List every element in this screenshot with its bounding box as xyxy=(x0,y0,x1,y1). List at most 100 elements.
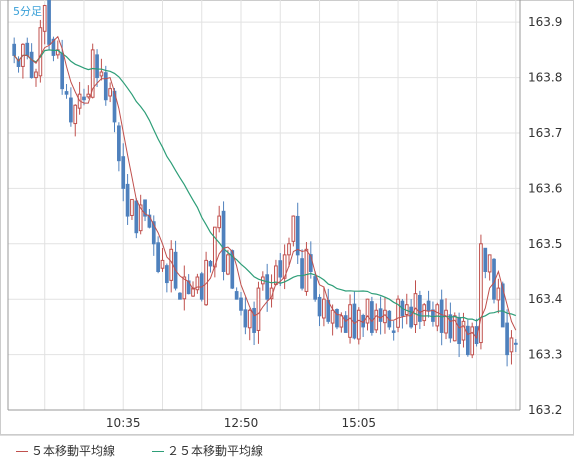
candle-body xyxy=(86,93,91,98)
y-tick-label: 163.9 xyxy=(528,15,562,29)
legend: ５本移動平均線 ２５本移動平均線 xyxy=(0,435,574,463)
candle-body xyxy=(82,96,86,101)
interval-label: 5分足 xyxy=(13,5,42,18)
candle-body xyxy=(409,306,413,328)
candle-body xyxy=(34,71,38,79)
candle-body xyxy=(479,243,483,344)
candle-body xyxy=(474,326,479,345)
legend-ma5-label: ５本移動平均線 xyxy=(31,444,116,458)
candle-body xyxy=(435,304,440,327)
legend-ma5: ５本移動平均線 xyxy=(16,442,115,459)
x-tick-label: 10:35 xyxy=(106,416,141,430)
candle-body xyxy=(448,314,453,339)
candle-body xyxy=(330,309,335,324)
candle-body xyxy=(234,291,239,300)
candle-body xyxy=(313,276,318,300)
candle-body xyxy=(505,322,509,356)
candle-body xyxy=(317,296,322,317)
candle-body xyxy=(64,91,69,95)
candle-body xyxy=(278,260,283,278)
candle-body xyxy=(117,125,121,162)
candle-body xyxy=(191,287,195,297)
candle-body xyxy=(226,254,230,275)
candle-body xyxy=(160,259,165,269)
candle-body xyxy=(391,330,396,333)
candle-body xyxy=(16,59,21,67)
candle-body xyxy=(452,315,457,342)
candle-body xyxy=(352,303,357,339)
candle-body xyxy=(265,274,270,300)
candle-body xyxy=(125,183,130,217)
candle-body xyxy=(426,300,431,311)
candle-body xyxy=(108,88,112,97)
candle-body xyxy=(169,248,174,281)
candle-body xyxy=(130,198,134,216)
candle-body xyxy=(513,342,518,345)
candle-body xyxy=(431,309,435,322)
candle-body xyxy=(465,325,470,356)
y-tick-label: 163.6 xyxy=(528,181,562,195)
y-tick-label: 163.7 xyxy=(528,126,562,140)
candle-body xyxy=(42,5,47,32)
candle-body xyxy=(356,309,361,340)
candle-body xyxy=(370,301,374,333)
candle-body xyxy=(239,297,243,311)
candle-body xyxy=(291,215,296,242)
candle-body xyxy=(365,298,370,324)
y-tick-label: 163.8 xyxy=(528,71,562,85)
candle-body xyxy=(99,71,104,77)
candle-body xyxy=(444,309,448,334)
candle-body xyxy=(151,221,156,245)
candle-body xyxy=(343,315,348,333)
candle-body xyxy=(178,292,182,300)
candle-body xyxy=(304,248,309,292)
candle-body xyxy=(247,309,252,329)
candle-body xyxy=(143,199,147,217)
candle-body xyxy=(374,309,379,331)
candle-body xyxy=(212,226,217,268)
legend-ma25: ２５本移動平均線 xyxy=(152,442,263,459)
candle-body xyxy=(95,54,99,79)
candle-body xyxy=(208,260,213,267)
candle-body xyxy=(500,283,505,328)
candle-body xyxy=(487,254,492,273)
candle-body xyxy=(348,304,352,338)
candle-body xyxy=(221,210,226,272)
y-tick-label: 163.4 xyxy=(528,292,562,306)
candle-body xyxy=(461,320,466,341)
candle-body xyxy=(121,156,126,189)
candle-body xyxy=(25,42,30,56)
candle-body xyxy=(195,276,200,291)
candle-body xyxy=(287,243,291,256)
candle-body xyxy=(256,287,261,331)
candle-body xyxy=(156,242,160,272)
candle-body xyxy=(29,51,34,79)
ma5-line xyxy=(13,35,517,340)
candle-body xyxy=(252,307,256,333)
candle-body xyxy=(496,287,501,301)
candle-body xyxy=(470,326,475,356)
candle-body xyxy=(396,298,400,328)
x-tick-label: 15:05 xyxy=(341,416,376,430)
candle-body xyxy=(182,276,187,300)
candle-body xyxy=(165,265,169,284)
x-tick-label: 12:50 xyxy=(224,416,259,430)
candle-body xyxy=(69,97,73,123)
candle-body xyxy=(509,337,514,353)
y-tick-label: 163.2 xyxy=(528,403,562,417)
candle-body xyxy=(12,43,17,56)
legend-ma25-label: ２５本移動平均線 xyxy=(167,444,264,458)
candle-body xyxy=(282,254,287,279)
candle-body xyxy=(335,309,339,328)
y-tick-label: 163.3 xyxy=(528,348,562,362)
candle-body xyxy=(147,214,152,228)
candle-body xyxy=(300,258,304,289)
candle-body xyxy=(38,27,43,77)
candle-body xyxy=(322,298,326,319)
ma25-line xyxy=(13,49,517,322)
candle-body xyxy=(47,0,51,45)
chart-frame xyxy=(0,0,574,435)
legend-ma5-swatch xyxy=(16,451,28,452)
